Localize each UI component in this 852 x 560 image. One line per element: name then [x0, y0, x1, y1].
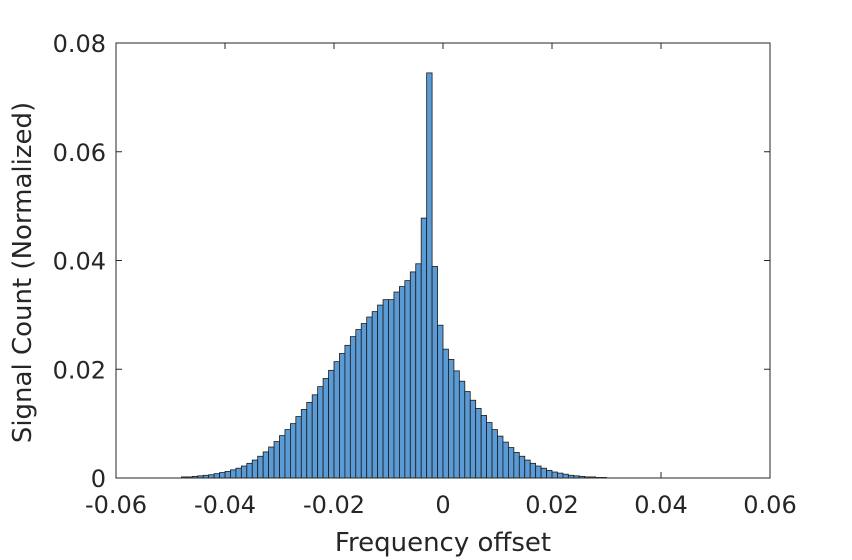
histogram-bar	[213, 473, 220, 479]
histogram-bar	[507, 447, 515, 479]
histogram-bar	[240, 465, 248, 479]
histogram-bar	[349, 336, 357, 479]
y-tick-label: 0	[91, 465, 106, 493]
histogram-bar	[557, 472, 564, 479]
x-tick-label: -0.04	[194, 491, 256, 519]
histogram-bar	[529, 462, 537, 479]
x-tick-label: 0	[435, 491, 450, 519]
x-tick-label: 0.02	[525, 491, 578, 519]
histogram-bar	[328, 369, 335, 479]
histogram-bar	[409, 271, 417, 479]
axis-ticks	[115, 42, 771, 479]
histogram-bar	[257, 455, 264, 479]
x-tick-label: -0.02	[303, 491, 365, 519]
histogram-bar	[475, 407, 482, 479]
histogram-bar	[339, 353, 346, 479]
histogram-bar	[371, 311, 378, 479]
histogram-bar	[333, 361, 340, 479]
histogram-bar	[469, 399, 477, 479]
histogram-bar	[431, 266, 438, 479]
histogram-bar	[448, 359, 455, 479]
histogram-bar	[393, 291, 400, 479]
y-tick-label: 0.08	[53, 30, 106, 58]
histogram-bar	[535, 465, 542, 479]
x-tick-label: 0.06	[743, 491, 796, 519]
histogram-bar	[230, 469, 237, 479]
histogram-bar	[398, 286, 406, 479]
histogram-bar	[224, 471, 231, 479]
histogram-bar	[306, 402, 313, 479]
x-tick-label: -0.06	[85, 491, 147, 519]
histogram-bar	[442, 348, 449, 479]
histogram-bar	[382, 299, 389, 479]
histogram-bar	[546, 469, 553, 479]
histogram-bar	[322, 378, 329, 479]
histogram-bar	[344, 344, 351, 479]
histogram-bar	[540, 467, 547, 479]
histogram-bar	[524, 459, 531, 479]
histogram-bar	[404, 280, 411, 479]
histogram-bar	[420, 217, 428, 479]
histogram-bar	[289, 423, 297, 479]
histogram-bar	[491, 429, 498, 479]
histogram-bar	[268, 446, 275, 479]
x-tick-labels: -0.06 -0.04 -0.02 0 0.02 0.04 0.06	[85, 491, 797, 519]
y-tick-label: 0.06	[53, 139, 106, 167]
y-tick-label: 0.04	[53, 248, 106, 276]
histogram-bar	[562, 473, 569, 479]
y-tick-label: 0.02	[53, 356, 106, 384]
histogram-bar	[458, 380, 466, 479]
histogram-bar	[453, 370, 460, 479]
histogram-bar	[377, 304, 384, 479]
histogram-bar	[486, 422, 493, 479]
histogram-bar	[219, 472, 226, 479]
x-tick-label: 0.04	[634, 491, 687, 519]
histogram-bar	[464, 391, 471, 479]
histogram-bar	[415, 263, 422, 479]
histogram-bar	[317, 386, 324, 479]
histogram-bar	[388, 299, 395, 479]
histogram-bar	[437, 324, 444, 479]
histogram-bar	[273, 441, 280, 479]
histogram-bars	[180, 72, 607, 479]
histogram-bar	[480, 415, 487, 479]
histogram-bar	[246, 462, 253, 479]
y-axis-label: Signal Count (Normalized)	[8, 102, 38, 443]
histogram-bar	[518, 455, 526, 479]
histogram-bar	[366, 316, 373, 479]
histogram-bar	[262, 451, 269, 479]
x-axis-label: Frequency offset	[335, 528, 551, 558]
histogram-bar	[279, 435, 286, 479]
histogram-bar	[295, 416, 302, 479]
histogram-bar	[502, 441, 509, 479]
histogram-bar	[300, 409, 308, 479]
histogram-bar	[284, 429, 291, 479]
y-tick-labels: 0 0.02 0.04 0.06 0.08	[53, 30, 106, 493]
histogram-bar	[355, 329, 362, 479]
histogram-bar	[251, 459, 259, 479]
histogram-bar	[426, 72, 433, 479]
histogram-bar	[497, 435, 504, 479]
histogram-bar	[235, 467, 242, 479]
histogram-bar	[360, 323, 368, 479]
histogram-bar	[311, 394, 319, 479]
histogram-bar	[513, 452, 520, 479]
histogram-bar	[551, 471, 558, 479]
